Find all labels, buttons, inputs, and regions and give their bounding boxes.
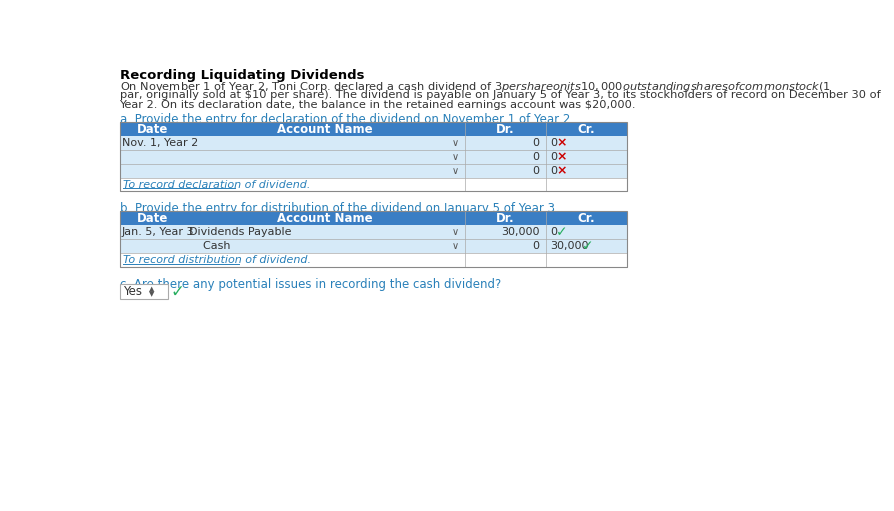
Text: Account Name: Account Name [277,212,373,225]
Text: b. Provide the entry for distribution of the dividend on January 5 of Year 3.: b. Provide the entry for distribution of… [120,202,558,215]
Text: ∨: ∨ [451,152,459,162]
Text: 0: 0 [533,152,540,162]
Text: Jan. 5, Year 3: Jan. 5, Year 3 [122,227,194,237]
Text: ∨: ∨ [451,138,459,148]
Text: 30,000: 30,000 [502,227,540,237]
Text: 0: 0 [533,138,540,148]
FancyBboxPatch shape [120,150,627,164]
Text: Recording Liquidating Dividends: Recording Liquidating Dividends [120,69,364,82]
Text: c. Are there any potential issues in recording the cash dividend?: c. Are there any potential issues in rec… [120,277,501,291]
FancyBboxPatch shape [120,212,627,225]
FancyBboxPatch shape [120,239,627,253]
Text: 0: 0 [550,227,557,237]
Text: 0: 0 [533,241,540,251]
Text: Yes: Yes [122,285,141,298]
Text: ∨: ∨ [451,166,459,176]
Text: Cash: Cash [189,241,230,251]
Text: par, originally sold at $10 per share). The dividend is payable on January 5 of : par, originally sold at $10 per share). … [120,90,881,100]
Text: 0: 0 [533,166,540,176]
Text: ∨: ∨ [451,227,459,237]
Text: Year 2. On its declaration date, the balance in the retained earnings account wa: Year 2. On its declaration date, the bal… [120,100,636,110]
FancyBboxPatch shape [120,136,627,150]
Text: Nov. 1, Year 2: Nov. 1, Year 2 [122,138,198,148]
Text: a. Provide the entry for declaration of the dividend on November 1 of Year 2.: a. Provide the entry for declaration of … [120,113,574,126]
Text: ▼: ▼ [149,291,155,297]
FancyBboxPatch shape [120,225,627,239]
FancyBboxPatch shape [120,122,627,136]
Text: On November 1 of Year 2, Toni Corp. declared a cash dividend of $3 per share on : On November 1 of Year 2, Toni Corp. decl… [120,80,831,94]
Text: Account Name: Account Name [277,123,373,135]
FancyBboxPatch shape [120,284,167,299]
Text: 30,000: 30,000 [550,241,588,251]
Text: Cr.: Cr. [578,123,595,135]
Text: Date: Date [137,212,168,225]
Text: ×: × [556,136,567,149]
Text: Dr.: Dr. [496,123,515,135]
Text: 0: 0 [550,138,557,148]
Text: ×: × [556,164,567,177]
FancyBboxPatch shape [120,253,627,267]
Text: Dr.: Dr. [496,212,515,225]
Text: Date: Date [137,123,168,135]
Text: 0: 0 [550,152,557,162]
Text: ▲: ▲ [149,286,155,292]
Text: ∨: ∨ [451,241,459,251]
FancyBboxPatch shape [120,164,627,178]
Text: 0: 0 [550,166,557,176]
Text: ×: × [556,150,567,164]
Text: Dividends Payable: Dividends Payable [189,227,291,237]
Text: To record declaration of dividend.: To record declaration of dividend. [123,179,311,190]
Text: ✓: ✓ [556,225,568,239]
Text: ✓: ✓ [582,239,594,253]
Text: ✓: ✓ [171,283,184,300]
Text: Cr.: Cr. [578,212,595,225]
Text: To record distribution of dividend.: To record distribution of dividend. [123,255,311,265]
FancyBboxPatch shape [120,178,627,192]
